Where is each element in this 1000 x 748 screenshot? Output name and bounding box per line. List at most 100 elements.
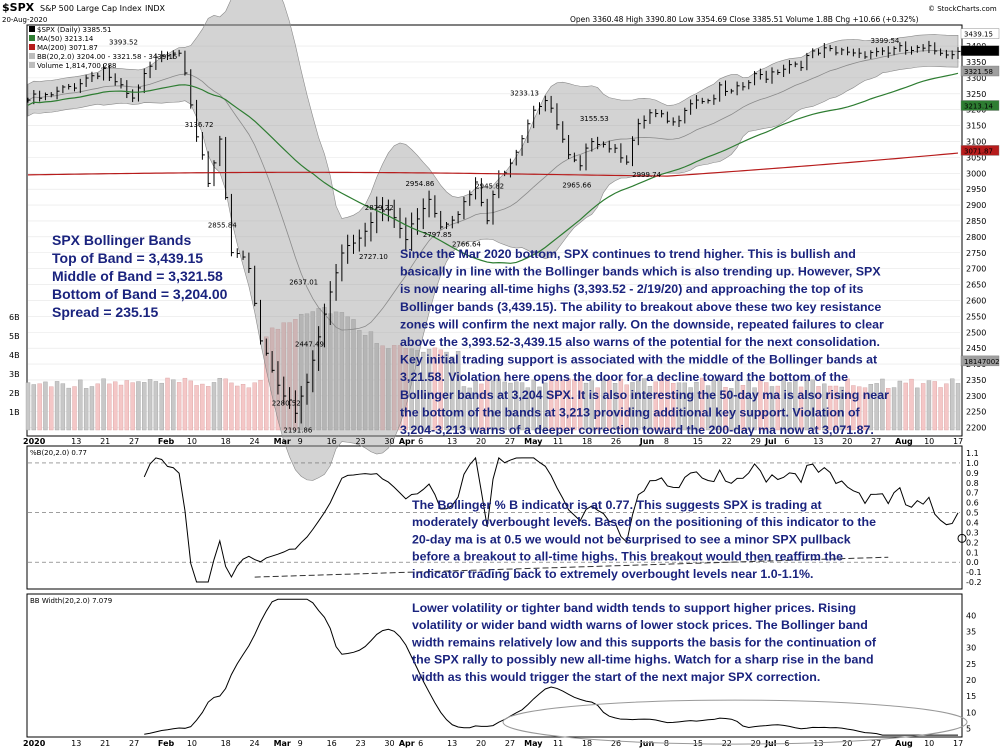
price-commentary: Since the Mar 2020 bottom, SPX continues… bbox=[400, 247, 889, 437]
summary-title: SPX Bollinger Bands bbox=[52, 232, 191, 248]
date-tick-label: 30 bbox=[384, 437, 394, 446]
volume-bar bbox=[490, 380, 496, 431]
volume-bar bbox=[746, 379, 751, 431]
volume-bar bbox=[636, 380, 641, 431]
date-tick-label: 27 bbox=[129, 739, 139, 748]
commentary-line: The Bollinger % B indicator is at 0.77. … bbox=[412, 498, 822, 512]
price-annotation: 2727.10 bbox=[359, 253, 388, 261]
volume-bar bbox=[781, 377, 786, 431]
volume-bar bbox=[833, 385, 839, 431]
volume-bar bbox=[438, 349, 443, 431]
volume-bar bbox=[298, 313, 304, 431]
volume-bar bbox=[891, 387, 897, 431]
pctb-commentary: The Bollinger % B indicator is at 0.77. … bbox=[412, 498, 876, 581]
date-tick-label: 24 bbox=[249, 437, 259, 446]
volume-bar bbox=[54, 381, 60, 431]
date-tick-label: 27 bbox=[129, 437, 139, 446]
price-tick-label: 3150 bbox=[966, 122, 986, 131]
price-tick-label: 2850 bbox=[966, 217, 986, 226]
commentary-line: Bollinger bands at 3,204 SPX. It is also… bbox=[400, 388, 889, 402]
pctb-axis-ticks: -0.2-0.10.00.10.20.30.40.50.60.70.80.91.… bbox=[966, 449, 982, 587]
date-tick-label: 2020 bbox=[23, 437, 46, 446]
volume-bar bbox=[572, 379, 577, 431]
volume-bar bbox=[211, 382, 217, 431]
date-tick-label: 21 bbox=[100, 437, 110, 446]
price-tick-label: 2800 bbox=[966, 233, 986, 242]
bbwidth-tick-label: 40 bbox=[966, 611, 976, 620]
date-tick-label: 10 bbox=[924, 739, 934, 748]
volume-bar bbox=[763, 382, 769, 431]
pctb-trendline bbox=[254, 556, 889, 578]
index-name: S&P 500 Large Cap Index bbox=[40, 4, 142, 13]
chart-date: 20-Aug-2020 bbox=[2, 16, 47, 24]
volume-bar bbox=[531, 379, 536, 431]
date-tick-label: Jun bbox=[639, 739, 655, 748]
date-tick-label: 20 bbox=[842, 437, 852, 446]
bbwidth-lines bbox=[144, 598, 968, 745]
volume-bar bbox=[880, 378, 885, 431]
volume-bar bbox=[235, 385, 240, 431]
volume-bar bbox=[810, 379, 815, 431]
volume-bar bbox=[519, 382, 525, 431]
volume-bar bbox=[775, 385, 781, 431]
date-tick-label: 2020 bbox=[23, 739, 46, 748]
pctb-tick-label: -0.1 bbox=[966, 568, 982, 577]
pctb-tick-label: 0.4 bbox=[966, 518, 979, 527]
volume-bar bbox=[502, 381, 507, 431]
commentary-line: before a breakout to all-time highs. Thi… bbox=[412, 550, 843, 564]
price-bars bbox=[27, 40, 961, 424]
date-tick-label: Mar bbox=[274, 437, 291, 446]
date-tick-label: 17 bbox=[953, 739, 963, 748]
volume-bar bbox=[432, 347, 438, 431]
value-flag bbox=[960, 355, 1000, 367]
pctb-tick-label: 0.0 bbox=[966, 558, 979, 567]
price-tick-label: 2450 bbox=[966, 344, 986, 353]
date-tick-label: 26 bbox=[611, 437, 621, 446]
date-tick-label: May bbox=[524, 739, 543, 748]
volume-bar bbox=[217, 377, 223, 431]
volume-bar bbox=[653, 381, 658, 431]
volume-bar bbox=[223, 378, 228, 431]
volume-bar bbox=[461, 386, 467, 431]
legend-pctb: %B(20,2.0) 0.77 bbox=[30, 449, 87, 457]
price-tick-label: 3250 bbox=[966, 90, 986, 99]
price-annotation: 2766.64 bbox=[452, 240, 481, 248]
volume-bar bbox=[705, 385, 711, 431]
volume-bar bbox=[362, 335, 368, 431]
price-tick-label: 2200 bbox=[966, 424, 986, 433]
date-tick-label: Apr bbox=[399, 739, 415, 748]
volume-bar bbox=[31, 384, 37, 431]
date-tick-label: 6 bbox=[418, 739, 423, 748]
value-flag-label: 3071.87 bbox=[964, 147, 993, 155]
commentary-line: is now nearing all-time highs (3,393.52 … bbox=[400, 282, 863, 296]
volume-bar bbox=[920, 383, 926, 431]
volume-bar bbox=[421, 351, 426, 431]
date-tick-label: 13 bbox=[813, 739, 823, 748]
volume-bar bbox=[345, 316, 350, 431]
volume-bar bbox=[886, 388, 891, 431]
commentary-line: Bollinger bands (3,439.15). The ability … bbox=[400, 300, 881, 314]
commentary-line: Since the Mar 2020 bottom, SPX continues… bbox=[400, 247, 856, 261]
volume-bar bbox=[455, 351, 461, 431]
volume-bar bbox=[851, 385, 856, 431]
pctb-tick-label: 0.3 bbox=[966, 528, 979, 537]
commentary-line: moderately overbought levels. Based on t… bbox=[412, 515, 876, 529]
volume-bar bbox=[514, 381, 519, 431]
date-tick-label: 6 bbox=[418, 437, 423, 446]
pctb-tick-label: 0.6 bbox=[966, 499, 979, 508]
date-tick-label: 20 bbox=[476, 437, 486, 446]
value-flag-label: 3385.51 bbox=[964, 48, 993, 56]
volume-bar bbox=[868, 384, 874, 431]
volume-bar bbox=[804, 379, 810, 431]
commentary-line: above the 3,393.52-3,439.15 also warns o… bbox=[400, 335, 880, 349]
volume-bar bbox=[293, 319, 298, 431]
volume-bar bbox=[525, 387, 531, 431]
volume-bar bbox=[926, 380, 932, 431]
price-tick-label: 2950 bbox=[966, 185, 986, 194]
pctb-line bbox=[143, 456, 959, 583]
volume-tick-label: 5B bbox=[9, 332, 20, 341]
bbwidth-tick-label: 35 bbox=[966, 628, 976, 637]
volume-bar bbox=[339, 312, 345, 431]
volume-bar bbox=[479, 383, 484, 431]
volume-bar bbox=[200, 383, 205, 431]
